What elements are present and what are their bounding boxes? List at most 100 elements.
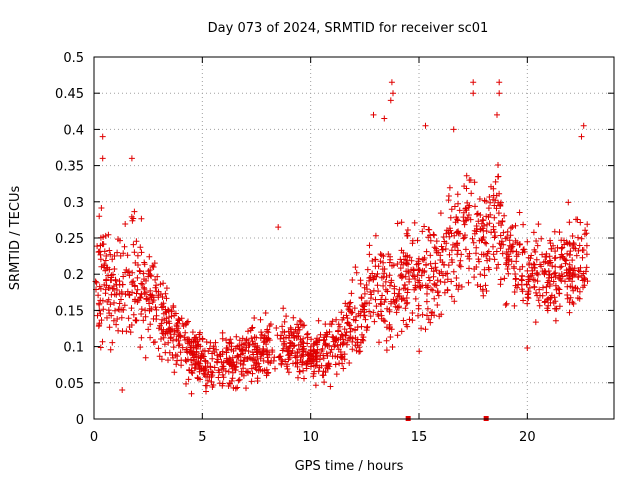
data-point (558, 245, 565, 252)
data-point (179, 320, 186, 327)
data-point (576, 288, 583, 295)
data-point (415, 260, 422, 267)
data-point (446, 233, 453, 240)
data-point (481, 272, 488, 279)
data-point (194, 374, 201, 381)
data-point (495, 261, 502, 268)
data-point (264, 336, 270, 343)
data-point (99, 338, 106, 345)
data-point (382, 318, 388, 325)
data-point (567, 294, 574, 301)
data-point (223, 337, 230, 344)
data-point (570, 267, 577, 274)
data-point (576, 268, 583, 275)
data-point (562, 278, 568, 285)
data-point (290, 343, 297, 350)
data-point (134, 274, 141, 281)
data-point (147, 334, 154, 341)
data-point (285, 335, 292, 341)
data-point (549, 263, 556, 270)
data-point (131, 282, 138, 289)
data-point (415, 305, 422, 312)
data-point (473, 250, 479, 257)
data-point (444, 276, 451, 283)
data-point (359, 331, 365, 338)
data-point (471, 266, 478, 272)
data-point (279, 323, 286, 330)
data-point (509, 248, 516, 255)
data-point (427, 252, 434, 259)
data-point (462, 232, 468, 239)
data-point (454, 217, 461, 224)
data-point (432, 260, 439, 267)
data-point (433, 267, 440, 274)
data-point (109, 256, 116, 263)
data-point (505, 261, 512, 268)
data-point (531, 264, 538, 271)
data-point (376, 339, 382, 346)
data-point (520, 246, 527, 253)
data-point (390, 90, 396, 97)
data-point (377, 300, 384, 307)
data-point (421, 223, 428, 230)
data-point (146, 253, 153, 260)
data-point (548, 274, 555, 281)
data-point (442, 270, 449, 277)
data-point (123, 266, 130, 273)
data-point (248, 378, 255, 385)
data-point (323, 333, 330, 340)
data-point (234, 384, 241, 391)
data-point (182, 321, 189, 328)
data-point (150, 315, 157, 322)
data-point (509, 224, 516, 230)
data-point (384, 288, 391, 295)
data-point (333, 371, 340, 378)
data-point (552, 248, 559, 255)
data-point (415, 312, 421, 319)
data-point (102, 232, 109, 239)
data-point (572, 245, 579, 252)
data-point (153, 312, 160, 319)
data-point (314, 346, 321, 353)
data-point (388, 279, 395, 286)
data-point (147, 321, 154, 328)
data-point (312, 339, 319, 346)
y-tick-label: 0.1 (63, 341, 84, 356)
data-point (543, 289, 550, 296)
data-point (280, 305, 287, 312)
data-point (575, 247, 582, 254)
data-point (290, 314, 297, 321)
data-point (558, 271, 565, 277)
data-point (488, 229, 495, 236)
data-point (574, 216, 581, 223)
data-point (556, 303, 563, 310)
data-point (493, 248, 500, 255)
data-point (133, 317, 140, 324)
data-point (453, 229, 460, 236)
data-point (449, 259, 456, 266)
data-point (464, 253, 471, 260)
data-point (572, 284, 579, 291)
data-point (245, 328, 251, 335)
data-point (491, 202, 498, 209)
data-point (416, 348, 423, 355)
x-tick-label: 15 (411, 430, 428, 445)
data-point (490, 223, 497, 230)
data-point (570, 300, 577, 307)
data-point (138, 306, 145, 313)
data-point (378, 308, 384, 315)
data-point (462, 246, 469, 253)
data-point (388, 298, 395, 305)
data-point (120, 273, 127, 280)
data-point (294, 330, 301, 337)
data-point (134, 286, 141, 293)
data-point (423, 261, 429, 268)
data-point (284, 348, 291, 355)
data-point (495, 162, 501, 168)
data-point (524, 345, 531, 351)
data-point (383, 274, 390, 280)
data-point (191, 334, 198, 341)
data-point (461, 221, 468, 228)
data-point (114, 316, 121, 322)
data-point (386, 325, 393, 332)
